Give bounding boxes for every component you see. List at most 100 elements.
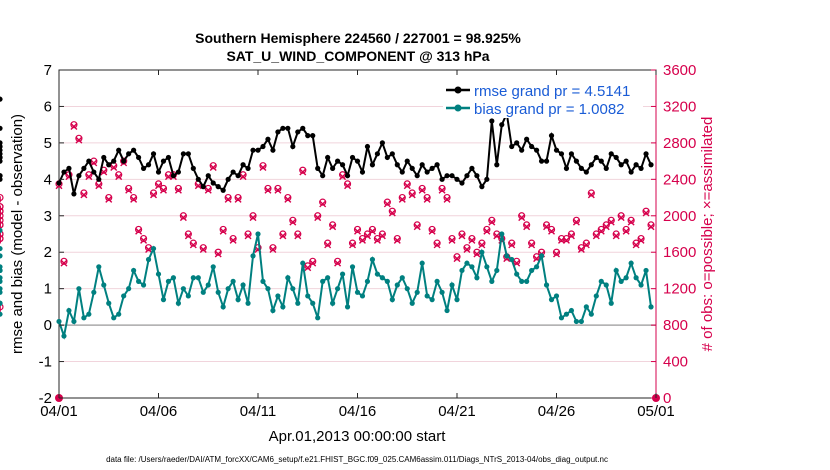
series-point	[499, 122, 505, 128]
series-point	[389, 151, 395, 157]
obs-assimilated-point	[637, 236, 645, 244]
series-point	[0, 311, 3, 317]
series-point	[335, 286, 341, 292]
x-axis: 04/01 04/06 04/11 04/16 04/21 04/26 05/01	[40, 70, 675, 420]
obs-assimilated-point	[567, 232, 575, 240]
obs-assimilated-point	[587, 191, 595, 199]
obs-possible-point	[528, 239, 536, 247]
obs-possible-point	[294, 230, 302, 238]
chart-subtitle: SAT_U_WIND_COMPONENT @ 313 hPa	[226, 48, 489, 64]
obs-possible-point	[518, 212, 526, 220]
series-point	[275, 293, 281, 299]
series-point	[265, 136, 271, 142]
series-point	[66, 165, 72, 171]
y-tick-label: 2	[44, 244, 52, 261]
series-point	[131, 147, 137, 153]
series-point	[509, 256, 515, 263]
series-point	[529, 267, 535, 274]
obs-assimilated-point	[368, 227, 376, 235]
series-point	[300, 125, 306, 131]
obs-assimilated-point	[70, 122, 78, 130]
obs-assimilated-point	[189, 241, 197, 249]
series-point	[583, 304, 589, 310]
series-point	[474, 275, 480, 281]
obs-possible-point	[428, 225, 436, 234]
series-point	[643, 151, 649, 157]
obs-possible-point	[448, 234, 456, 243]
series-point	[150, 151, 157, 157]
series-point	[315, 165, 321, 171]
series-point	[126, 286, 132, 292]
series-point	[504, 253, 510, 259]
obs-possible-point	[478, 239, 486, 247]
obs-assimilated-point	[413, 223, 421, 231]
obs-assimilated-point	[617, 214, 625, 222]
series-point	[379, 140, 385, 146]
obs-assimilated-point	[150, 191, 158, 199]
series-point	[459, 180, 465, 186]
obs-assimilated-point	[453, 255, 461, 263]
series-point	[593, 293, 599, 299]
series-point	[270, 307, 276, 314]
obs-possible-point	[324, 239, 332, 247]
series-point	[399, 275, 405, 281]
series-point	[275, 129, 281, 135]
series-point	[116, 311, 122, 317]
series-point	[618, 162, 624, 168]
series-point	[434, 278, 440, 284]
left-axis: -2 -1 0 1 2 3 4 5 6 7	[39, 62, 64, 407]
obs-assimilated-point	[179, 214, 187, 222]
obs-possible-point	[353, 225, 362, 234]
obs-assimilated-point	[309, 259, 317, 267]
series-point	[439, 289, 445, 295]
series-point	[339, 162, 346, 168]
series-point	[623, 158, 629, 164]
obs-assimilated-point	[553, 250, 560, 258]
series-point	[0, 253, 3, 259]
obs-possible-point	[0, 212, 4, 220]
obs-possible-point	[398, 193, 406, 202]
series-point	[563, 311, 570, 317]
series-point	[131, 267, 137, 274]
series-point	[603, 165, 609, 171]
obs-possible-point	[135, 225, 143, 234]
series-point	[364, 143, 371, 150]
y-right-tick-label: 0	[663, 390, 671, 407]
obs-assimilated-point	[548, 227, 556, 235]
series-point	[543, 282, 550, 288]
series-point	[250, 147, 256, 153]
obs-assimilated-point	[274, 186, 282, 194]
x-tick-label: 05/01	[637, 403, 675, 420]
series-point	[121, 158, 127, 164]
obs-possible-point	[274, 184, 282, 193]
y-tick-label: 3	[44, 208, 52, 225]
obs-assimilated-point	[90, 159, 98, 167]
obs-assimilated-point	[388, 209, 396, 217]
series-point	[633, 162, 639, 168]
obs-possible-point	[458, 230, 466, 238]
obs-possible-point	[130, 193, 138, 202]
series-point	[613, 267, 619, 274]
legend-box	[443, 78, 643, 118]
series-point	[618, 278, 624, 284]
series-point	[295, 129, 301, 135]
series-point	[354, 158, 361, 164]
y-right-tick-label: 2800	[663, 135, 696, 152]
obs-possible-point	[378, 230, 386, 238]
series-point	[140, 165, 147, 171]
series-point	[140, 282, 147, 288]
obs-possible-point	[70, 121, 78, 129]
obs-assimilated-point	[224, 195, 232, 203]
obs-possible-point	[234, 193, 242, 202]
obs-assimilated-point	[115, 173, 123, 181]
y-tick-label: 0	[44, 317, 52, 334]
series-point	[230, 169, 236, 175]
series-point	[255, 231, 261, 237]
y-axis-right-label: # of obs: o=possible; ×=assimilated	[699, 117, 716, 352]
obs-possible-point	[483, 225, 491, 234]
y-tick-label: 1	[44, 281, 52, 298]
series-point	[419, 260, 425, 266]
obs-assimilated-point	[483, 227, 491, 235]
series-point	[409, 165, 415, 171]
